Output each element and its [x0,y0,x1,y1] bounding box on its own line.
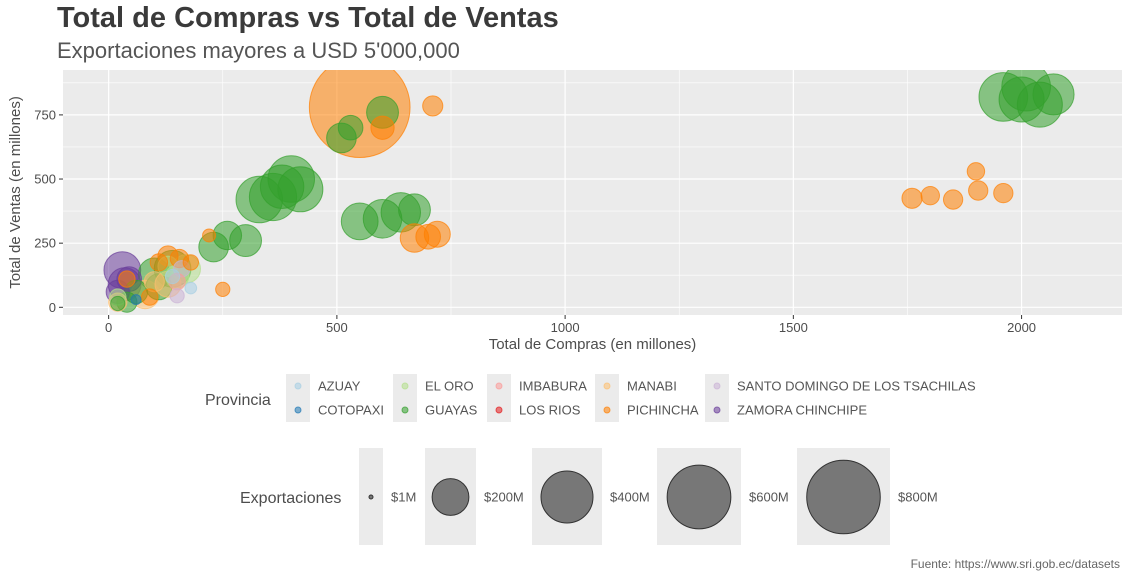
legend-label: SANTO DOMINGO DE LOS TSACHILAS [737,379,976,394]
plot-panel [63,70,1122,315]
data-point [149,253,169,272]
data-point [340,202,379,241]
size-key-circle [431,478,470,516]
data-point [169,288,185,304]
size-key-circle [368,494,374,500]
size-key-circle [540,470,594,524]
chart-subtitle: Exportaciones mayores a USD 5'000,000 [57,38,460,63]
data-point [422,95,444,117]
legend-label: MANABI [627,379,677,394]
data-point [202,228,217,243]
data-point [212,220,243,251]
x-tick-label: 500 [326,320,348,335]
data-point [130,294,142,306]
legend-key-zamora-chinchipe [713,406,721,414]
data-point [215,281,231,297]
data-point [110,295,126,312]
legend-key-el-oro [401,382,409,390]
legend-label: ZAMORA CHINCHIPE [737,403,867,418]
x-axis-label: Total de Compras (en millones) [489,336,697,353]
size-legend-label: $1M [391,490,416,505]
color-legend-title: Provincia [205,392,271,409]
data-point [942,189,964,210]
legend-key-guayas [401,406,409,414]
data-point [141,288,159,306]
data-point [920,186,940,206]
axes: 0 500 1000 1500 2000 0 250 500 750 Total de Compr… [7,96,1036,353]
source-caption: Fuente: https://www.sri.gob.ec/datasets [910,557,1120,571]
x-tick-label: 1000 [551,320,580,335]
y-tick-label: 500 [34,172,56,187]
chart-title: Total de Compras vs Total de Ventas [57,2,559,34]
legend-key-los-rios [495,406,503,414]
size-key-circle [806,459,881,535]
data-point [1032,73,1075,116]
size-legend-title: Exportaciones [240,490,341,507]
data-point [184,281,198,295]
data-point [415,223,442,250]
data-point [118,270,136,288]
size-legend-label: $200M [484,490,524,505]
data-point [398,193,431,227]
legend-key-azuay [294,382,302,390]
size-key-circle [666,464,732,530]
size-legend-label: $800M [898,490,938,505]
legend-label: PICHINCHA [627,403,699,418]
legend-label: LOS RIOS [519,403,581,418]
x-tick-label: 2000 [1007,320,1036,335]
data-point [993,183,1014,204]
legend-label: IMBABURA [519,379,587,394]
legend-label: AZUAY [318,379,361,394]
data-point [182,254,200,271]
x-tick-label: 1500 [779,320,808,335]
legend-key-cotopaxi [294,406,302,414]
points-group [103,70,1075,313]
y-tick-label: 750 [34,107,56,122]
legend-label: GUAYAS [425,403,478,418]
size-legend-label: $600M [749,490,789,505]
legend-label: EL ORO [425,379,474,394]
legend-key-pichincha [603,406,611,414]
legend-key-santo-domingo-de-los-tsachilas [713,382,721,390]
data-point [259,164,305,209]
legend-label: COTOPAXI [318,403,384,418]
legend-key-manabi [603,382,611,390]
data-point [968,180,989,201]
y-tick-label: 250 [34,236,56,251]
x-tick-label: 0 [105,320,112,335]
data-point [164,268,181,285]
data-point [901,187,923,209]
data-point [337,114,364,141]
plot-area [63,70,1122,315]
y-tick-label: 0 [49,300,56,315]
y-axis-label: Total de Ventas (en millones) [7,96,24,289]
legends: Provincia AZUAY COTOPAXI EL ORO GUAYAS IMBABU… [205,374,976,545]
legend-key-imbabura [495,382,503,390]
data-point [966,162,986,181]
data-point [370,115,395,140]
size-legend-label: $400M [610,490,650,505]
